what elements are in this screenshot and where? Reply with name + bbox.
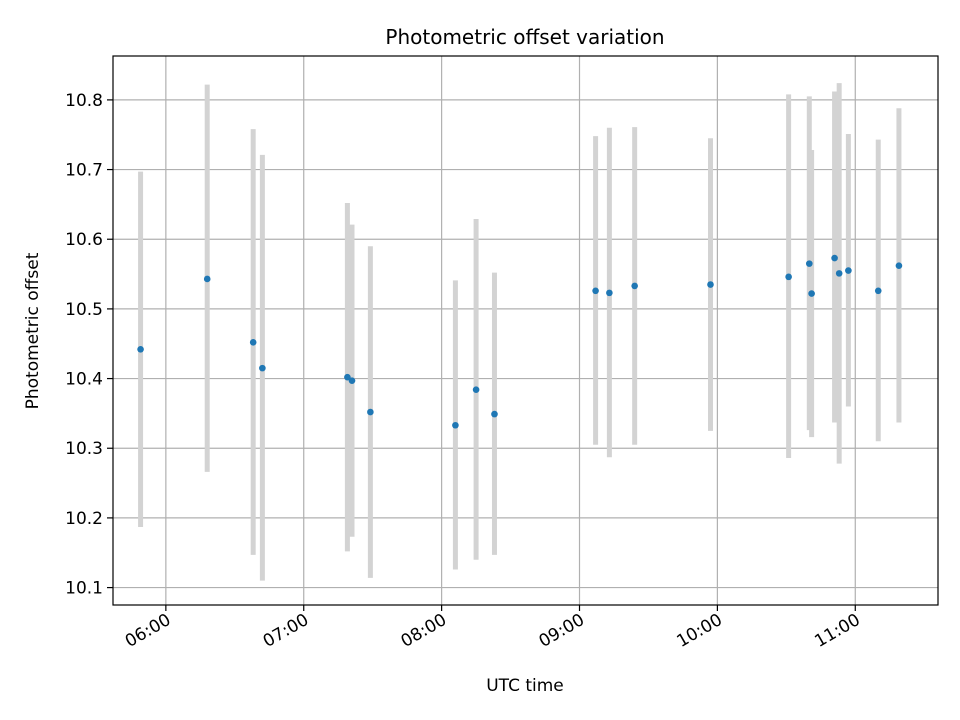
- y-tick-label: 10.4: [65, 370, 103, 390]
- data-point: [707, 281, 714, 288]
- data-point: [137, 346, 144, 353]
- y-tick-label: 10.1: [65, 579, 103, 599]
- x-axis-label: UTC time: [486, 676, 564, 696]
- data-point: [785, 273, 792, 281]
- data-point: [348, 377, 356, 384]
- data-point: [806, 260, 813, 267]
- grid-lines: [113, 56, 938, 605]
- y-axis-label: Photometric offset: [23, 252, 43, 409]
- y-tick-label: 10.2: [65, 509, 103, 529]
- chart-title: Photometric offset variation: [385, 25, 664, 49]
- plot-frame: [112, 55, 939, 606]
- data-point: [835, 270, 843, 277]
- data-point: [845, 267, 852, 274]
- data-point: [631, 282, 638, 290]
- data-point: [606, 289, 613, 297]
- data-point: [344, 373, 351, 381]
- data-point: [808, 290, 815, 297]
- data-point: [259, 364, 266, 372]
- y-tick-label: 10.8: [65, 91, 103, 111]
- data-point: [895, 262, 903, 270]
- y-tick-label: 10.3: [65, 439, 103, 459]
- data-point: [249, 339, 257, 346]
- y-tick-label: 10.7: [65, 161, 103, 181]
- y-tick-label: 10.5: [65, 300, 103, 320]
- y-tick-label: 10.6: [65, 230, 103, 250]
- data-point: [452, 421, 459, 429]
- data-point: [592, 287, 599, 295]
- data-point: [203, 275, 211, 283]
- data-point: [874, 287, 882, 295]
- data-point: [472, 386, 480, 394]
- data-point: [491, 410, 498, 418]
- data-point: [367, 408, 374, 416]
- data-point: [831, 254, 838, 262]
- data-points: [137, 254, 903, 429]
